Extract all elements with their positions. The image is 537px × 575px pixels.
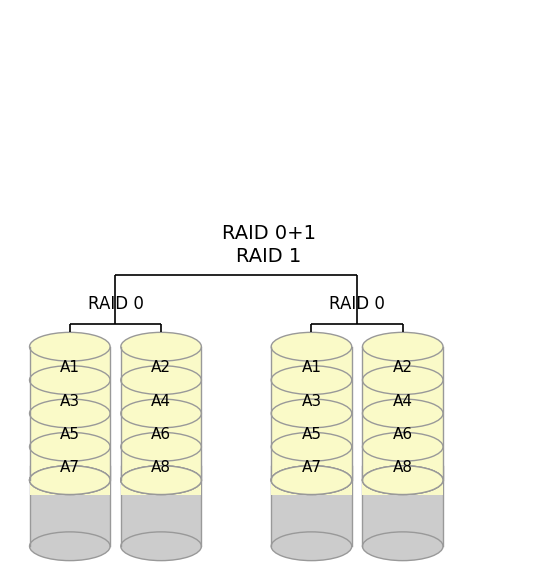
Text: A5: A5 bbox=[60, 427, 80, 442]
Bar bbox=[362, 347, 443, 494]
Ellipse shape bbox=[271, 532, 352, 561]
Text: A3: A3 bbox=[60, 393, 80, 409]
Bar bbox=[121, 466, 201, 546]
Ellipse shape bbox=[121, 466, 201, 494]
Ellipse shape bbox=[362, 466, 443, 494]
Ellipse shape bbox=[121, 432, 201, 461]
Ellipse shape bbox=[30, 466, 110, 494]
Text: A6: A6 bbox=[393, 427, 413, 442]
Text: A1: A1 bbox=[301, 360, 322, 375]
Ellipse shape bbox=[121, 466, 201, 494]
Ellipse shape bbox=[362, 332, 443, 361]
Ellipse shape bbox=[271, 399, 352, 428]
Text: RAID 0+1: RAID 0+1 bbox=[221, 224, 316, 243]
Text: A1: A1 bbox=[60, 360, 80, 375]
Ellipse shape bbox=[30, 332, 110, 361]
Text: A4: A4 bbox=[151, 393, 171, 409]
Ellipse shape bbox=[271, 466, 352, 494]
Text: A6: A6 bbox=[151, 427, 171, 442]
Ellipse shape bbox=[271, 466, 352, 494]
Ellipse shape bbox=[271, 432, 352, 461]
Text: RAID 1: RAID 1 bbox=[236, 247, 301, 266]
Text: A8: A8 bbox=[151, 460, 171, 476]
Bar bbox=[30, 466, 110, 546]
Bar bbox=[271, 466, 352, 546]
Text: A7: A7 bbox=[301, 460, 322, 476]
Text: A8: A8 bbox=[393, 460, 413, 476]
Bar bbox=[30, 347, 110, 494]
Ellipse shape bbox=[121, 332, 201, 361]
Ellipse shape bbox=[30, 532, 110, 561]
Ellipse shape bbox=[271, 466, 352, 494]
Bar bbox=[121, 347, 201, 494]
Bar bbox=[271, 347, 352, 494]
Ellipse shape bbox=[362, 532, 443, 561]
Ellipse shape bbox=[121, 532, 201, 561]
Text: RAID 0: RAID 0 bbox=[88, 296, 143, 313]
Ellipse shape bbox=[362, 466, 443, 494]
Ellipse shape bbox=[30, 466, 110, 494]
Text: A4: A4 bbox=[393, 393, 413, 409]
Text: A7: A7 bbox=[60, 460, 80, 476]
Ellipse shape bbox=[30, 466, 110, 494]
Ellipse shape bbox=[30, 399, 110, 428]
Text: A3: A3 bbox=[301, 393, 322, 409]
Text: A2: A2 bbox=[393, 360, 413, 375]
Text: A5: A5 bbox=[301, 427, 322, 442]
Bar bbox=[362, 466, 443, 546]
Text: A2: A2 bbox=[151, 360, 171, 375]
Ellipse shape bbox=[30, 432, 110, 461]
Ellipse shape bbox=[121, 466, 201, 494]
Ellipse shape bbox=[362, 366, 443, 394]
Text: RAID 0: RAID 0 bbox=[329, 296, 385, 313]
Ellipse shape bbox=[362, 432, 443, 461]
Ellipse shape bbox=[362, 466, 443, 494]
Ellipse shape bbox=[271, 366, 352, 394]
Ellipse shape bbox=[121, 399, 201, 428]
Ellipse shape bbox=[271, 332, 352, 361]
Ellipse shape bbox=[362, 399, 443, 428]
Ellipse shape bbox=[121, 366, 201, 394]
Ellipse shape bbox=[30, 366, 110, 394]
